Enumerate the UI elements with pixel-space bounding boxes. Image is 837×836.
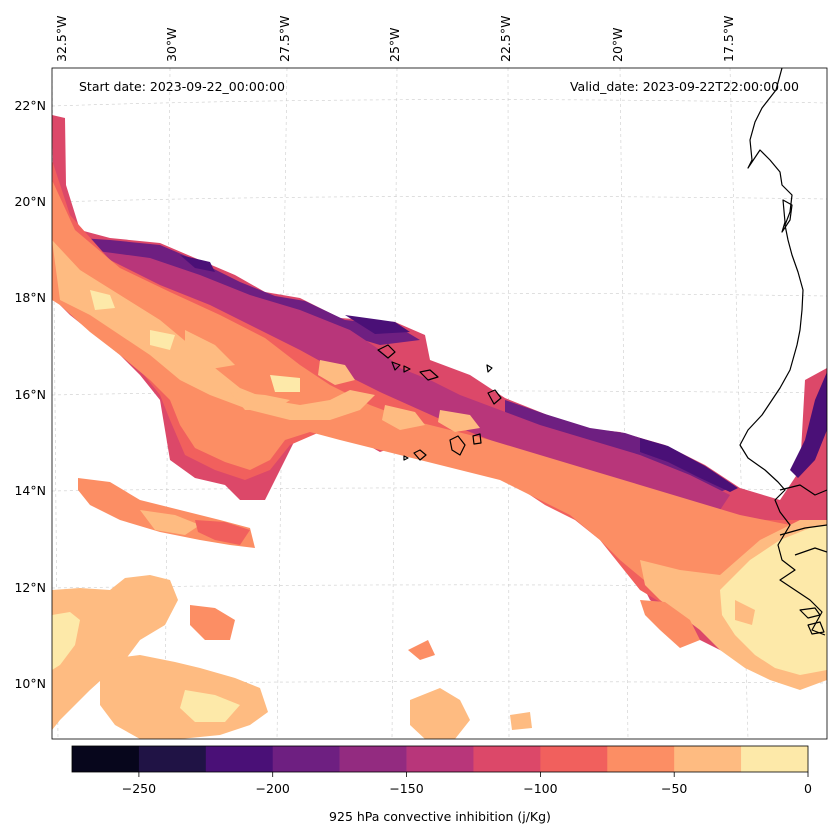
- cin-field: [52, 115, 827, 739]
- colorbar-ticks: [138, 772, 809, 777]
- lon-label: 27.5°W: [277, 16, 292, 62]
- colorbar-bin: [607, 746, 675, 772]
- colorbar-bin: [72, 746, 140, 772]
- longitude-labels: 32.5°W 30°W 27.5°W 25°W 22.5°W 20°W 17.5…: [54, 16, 736, 62]
- colorbar-bin: [406, 746, 474, 772]
- lat-label: 14°N: [14, 483, 46, 498]
- colorbar-bin: [205, 746, 274, 772]
- lon-label: 20°W: [610, 27, 625, 62]
- colorbar-bin: [473, 746, 541, 772]
- colorbar-bin: [272, 746, 340, 772]
- colorbar-tick-label: 0: [804, 781, 812, 796]
- colorbar-bins: [72, 746, 809, 772]
- latitude-labels: 22°N 20°N 18°N 16°N 14°N 12°N 10°N: [14, 98, 46, 691]
- map-frame: [51, 67, 828, 740]
- colorbar-bin: [138, 746, 207, 772]
- colorbar-tick-label: −150: [389, 781, 423, 796]
- lat-label: 20°N: [14, 194, 46, 209]
- colorbar-outline: [71, 745, 809, 773]
- colorbar-bin: [540, 746, 608, 772]
- lat-label: 12°N: [14, 580, 46, 595]
- lat-label: 18°N: [14, 290, 46, 305]
- colorbar-label: 925 hPa convective inhibition (j/Kg): [329, 809, 551, 824]
- lon-label: 30°W: [164, 27, 179, 62]
- cin-band-edge-right: [505, 400, 735, 492]
- colorbar-bin: [339, 746, 407, 772]
- cin-southwest-patch: [52, 575, 178, 730]
- colorbar-tick-label: −250: [122, 781, 156, 796]
- lon-label: 25°W: [387, 27, 402, 62]
- colorbar-tick-label: −50: [661, 781, 687, 796]
- colorbar-tick-label: −100: [523, 781, 557, 796]
- lat-label: 16°N: [14, 387, 46, 402]
- lon-label: 17.5°W: [721, 16, 736, 62]
- lon-label: 22.5°W: [498, 16, 513, 62]
- africa-coastline: [739, 68, 826, 636]
- colorbar-bin: [741, 746, 809, 772]
- colorbar-bin: [674, 746, 742, 772]
- start-date-label: Start date: 2023-09-22_00:00:00: [79, 79, 285, 94]
- colorbar-tick-label: −200: [256, 781, 290, 796]
- lat-label: 10°N: [14, 676, 46, 691]
- valid-date-label: Valid_date: 2023-09-22T22:00:00.00: [570, 79, 799, 94]
- lon-label: 32.5°W: [54, 16, 69, 62]
- coastlines: [377, 68, 827, 636]
- map-panel: Start date: 2023-09-22_00:00:00 Valid_da…: [51, 67, 828, 740]
- colorbar: −250 −200 −150 −100 −50 0 925 hPa convec…: [71, 745, 812, 824]
- lat-label: 22°N: [14, 98, 46, 113]
